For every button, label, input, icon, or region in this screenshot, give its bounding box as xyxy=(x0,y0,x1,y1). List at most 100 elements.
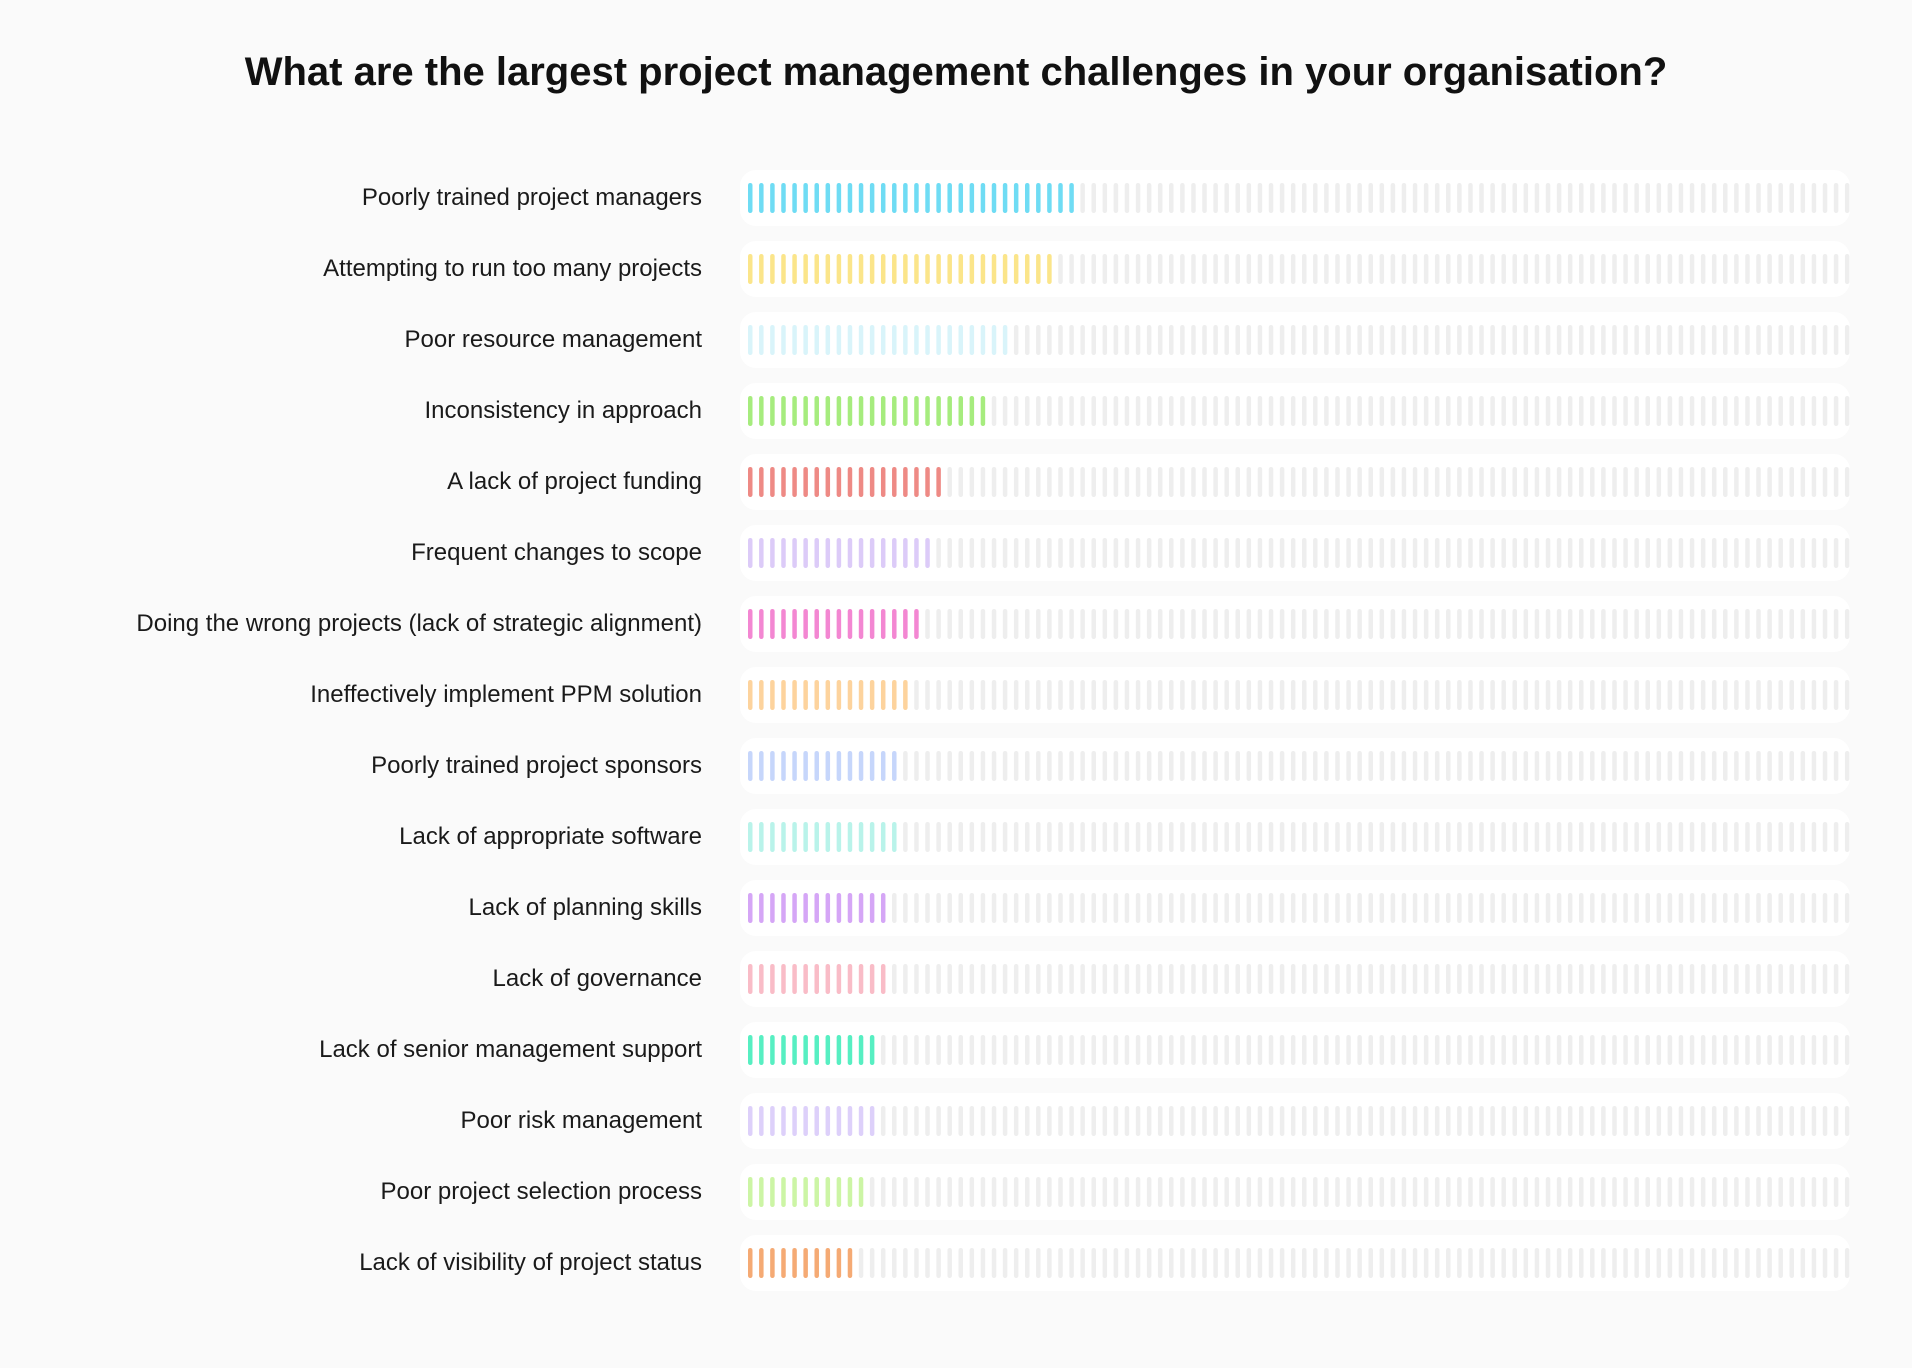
bar-tick-empty xyxy=(1124,1035,1130,1065)
bar-tick-empty xyxy=(1213,609,1218,639)
bar-tick-empty xyxy=(1556,1106,1562,1136)
bar-tick-empty xyxy=(1080,254,1085,284)
bar-tick-empty xyxy=(1446,680,1451,710)
category-label: Poor risk management xyxy=(460,1107,702,1134)
category-label: Lack of governance xyxy=(492,965,702,992)
bar-tick-empty xyxy=(1224,325,1229,355)
bar-tick-empty xyxy=(1844,751,1850,781)
bar-tick-empty xyxy=(1800,893,1806,923)
bar-tick-empty xyxy=(1490,1106,1495,1136)
bar-tick-empty xyxy=(1556,680,1562,710)
bar-tick-empty xyxy=(1279,467,1285,497)
bar-tick-filled xyxy=(748,396,753,426)
bar-tick-filled xyxy=(980,183,986,213)
bar-tick-empty xyxy=(1036,822,1041,852)
bar-ticks xyxy=(748,822,1850,852)
bar-tick-empty xyxy=(980,893,986,923)
bar-tick-empty xyxy=(1313,609,1318,639)
bar-tick-empty xyxy=(1180,893,1185,923)
bar-tick-empty xyxy=(1357,822,1362,852)
bar-tick-filled xyxy=(803,893,808,923)
bar-tick-empty xyxy=(1545,964,1551,994)
bar-tick-empty xyxy=(1390,1106,1396,1136)
bar-tick-empty xyxy=(1723,609,1728,639)
bar-tick-empty xyxy=(1534,538,1540,568)
bar-tick-empty xyxy=(1346,609,1351,639)
bar-tick-empty xyxy=(1545,325,1551,355)
bar-tick-empty xyxy=(1213,1248,1218,1278)
bar-tick-empty xyxy=(1822,396,1828,426)
bar-tick-empty xyxy=(1811,467,1817,497)
bar-tick-empty xyxy=(1036,1106,1041,1136)
bar-tick-empty xyxy=(1069,964,1074,994)
bar-tick-filled xyxy=(914,325,919,355)
bar-tick-empty xyxy=(1191,680,1196,710)
bar-tick-empty xyxy=(1446,467,1451,497)
bar-tick-empty xyxy=(1091,964,1096,994)
bar-tick-empty xyxy=(1689,1035,1695,1065)
bar-tick-empty xyxy=(1800,538,1806,568)
bar-tick-empty xyxy=(1446,1035,1451,1065)
bar-tick-empty xyxy=(1080,1106,1085,1136)
bar-tick-filled xyxy=(836,396,842,426)
bar-tick-empty xyxy=(1080,1177,1085,1207)
bar-tick-empty xyxy=(1335,183,1340,213)
bar-tick-filled xyxy=(836,1106,842,1136)
bar-tick-empty xyxy=(1822,609,1828,639)
bar-tick-empty xyxy=(1545,1035,1551,1065)
bar-tick-empty xyxy=(1645,680,1650,710)
bar-tick-empty xyxy=(1778,680,1783,710)
bar-tick-empty xyxy=(1556,254,1562,284)
bar-tick-empty xyxy=(1534,396,1540,426)
bar-tick-filled xyxy=(869,325,875,355)
bar-tick-empty xyxy=(1002,680,1008,710)
bar-tick-empty xyxy=(1689,1106,1695,1136)
bar-track xyxy=(740,738,1850,794)
bar-tick-empty xyxy=(980,1177,986,1207)
bar-tick-empty xyxy=(1756,680,1761,710)
bar-tick-empty xyxy=(1700,183,1706,213)
bar-tick-empty xyxy=(958,1106,964,1136)
bar-tick-empty xyxy=(1745,893,1750,923)
bar-tick-filled xyxy=(836,822,842,852)
bar-tick-empty xyxy=(1036,1035,1041,1065)
bar-tick-empty xyxy=(1390,325,1396,355)
bar-tick-empty xyxy=(1689,893,1695,923)
bar-tick-empty xyxy=(1556,1248,1562,1278)
bar-tick-empty xyxy=(1822,964,1828,994)
bar-tick-empty xyxy=(1678,751,1684,781)
bar-tick-filled xyxy=(814,893,819,923)
bar-tick-empty xyxy=(1545,1106,1551,1136)
bar-tick-empty xyxy=(925,609,930,639)
bar-tick-empty xyxy=(1556,183,1562,213)
bar-tick-empty xyxy=(1457,183,1462,213)
bar-tick-empty xyxy=(1479,609,1484,639)
bar-tick-filled xyxy=(869,964,875,994)
bar-tick-empty xyxy=(1434,964,1440,994)
bar-tick-empty xyxy=(1324,325,1329,355)
bar-tick-empty xyxy=(1113,893,1119,923)
bar-tick-empty xyxy=(925,822,930,852)
bar-tick-empty xyxy=(1368,1106,1373,1136)
bar-tick-empty xyxy=(1833,751,1839,781)
bar-tick-empty xyxy=(1490,396,1495,426)
bar-tick-empty xyxy=(1479,893,1484,923)
bar-tick-empty xyxy=(925,680,930,710)
bar-tick-empty xyxy=(1723,538,1728,568)
bar-tick-empty xyxy=(1734,1248,1739,1278)
bar-tick-empty xyxy=(1811,609,1817,639)
bar-tick-empty xyxy=(1069,680,1074,710)
bar-tick-empty xyxy=(1224,254,1229,284)
bar-tick-empty xyxy=(1013,893,1019,923)
bar-tick-filled xyxy=(814,396,819,426)
bar-tick-empty xyxy=(1723,680,1728,710)
bar-tick-empty xyxy=(1723,893,1728,923)
bar-tick-filled xyxy=(903,396,908,426)
bar-tick-filled xyxy=(880,254,886,284)
bar-tick-empty xyxy=(1124,325,1130,355)
bar-tick-empty xyxy=(1180,1035,1185,1065)
bar-tick-empty xyxy=(1412,1177,1418,1207)
bar-tick-empty xyxy=(1146,254,1152,284)
bar-tick-empty xyxy=(1800,1248,1806,1278)
bar-tick-empty xyxy=(1612,467,1617,497)
